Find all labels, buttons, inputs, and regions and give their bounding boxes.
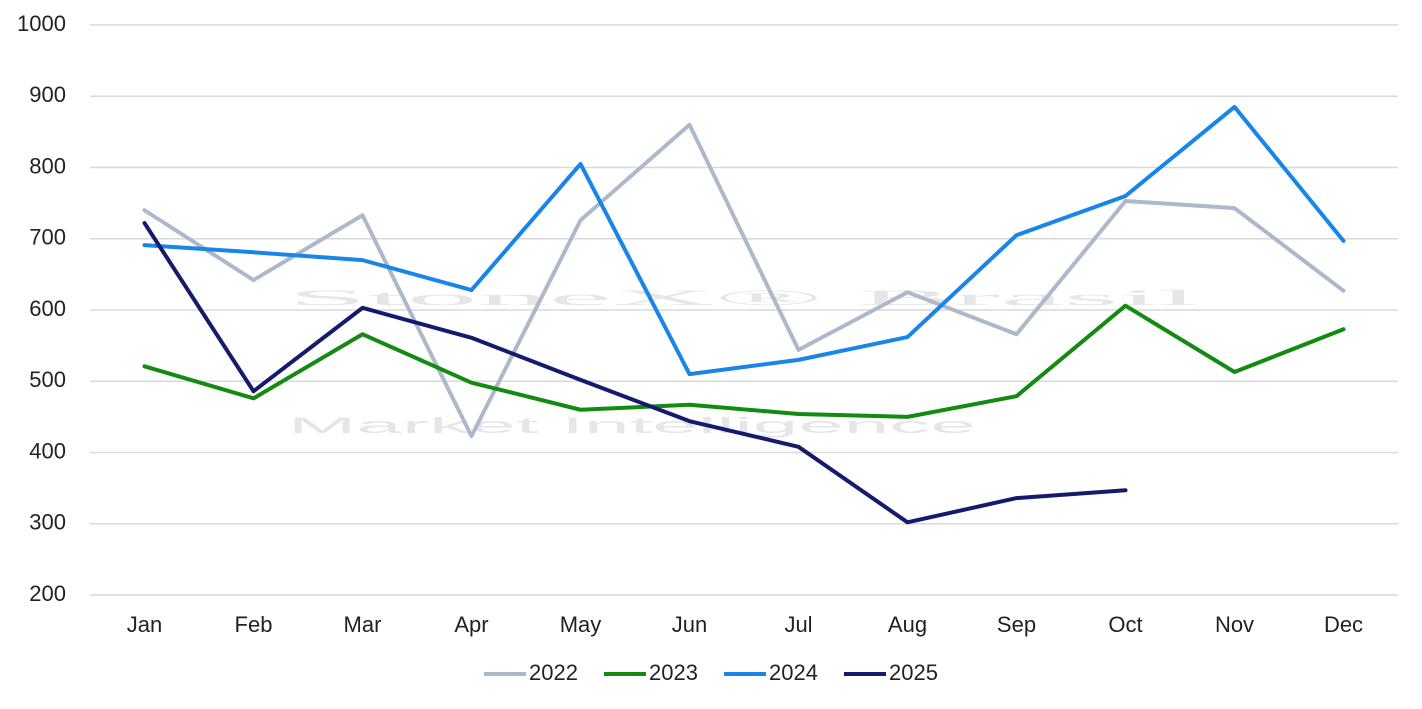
legend-label: 2022 <box>529 660 578 685</box>
x-tick-label: Apr <box>454 612 488 637</box>
x-tick-label: Mar <box>344 612 382 637</box>
data-line <box>142 221 1128 525</box>
y-tick-label: 300 <box>29 510 66 535</box>
y-tick-label: 500 <box>29 367 66 392</box>
x-tick-label: Dec <box>1324 612 1363 637</box>
legend-label: 2025 <box>889 660 938 685</box>
y-tick-label: 900 <box>29 82 66 107</box>
data-line <box>142 303 1346 419</box>
data-line <box>142 104 1346 377</box>
y-tick-label: 1000 <box>17 11 66 36</box>
x-tick-label: Aug <box>888 612 927 637</box>
data-line <box>142 122 1346 439</box>
y-tick-label: 700 <box>29 225 66 250</box>
legend-label: 2024 <box>769 660 818 685</box>
x-tick-label: Jun <box>672 612 707 637</box>
x-tick-label: Feb <box>235 612 273 637</box>
x-tick-label: Jan <box>127 612 162 637</box>
watermark: StoneX® Brasil <box>288 285 1198 310</box>
y-tick-label: 400 <box>29 438 66 463</box>
x-tick-label: Oct <box>1108 612 1142 637</box>
y-tick-label: 800 <box>29 153 66 178</box>
x-tick-label: Sep <box>997 612 1036 637</box>
x-tick-label: Jul <box>784 612 812 637</box>
y-tick-label: 600 <box>29 296 66 321</box>
y-tick-label: 200 <box>29 581 66 606</box>
x-tick-label: May <box>560 612 602 637</box>
legend-label: 2023 <box>649 660 698 685</box>
x-tick-label: Nov <box>1215 612 1254 637</box>
